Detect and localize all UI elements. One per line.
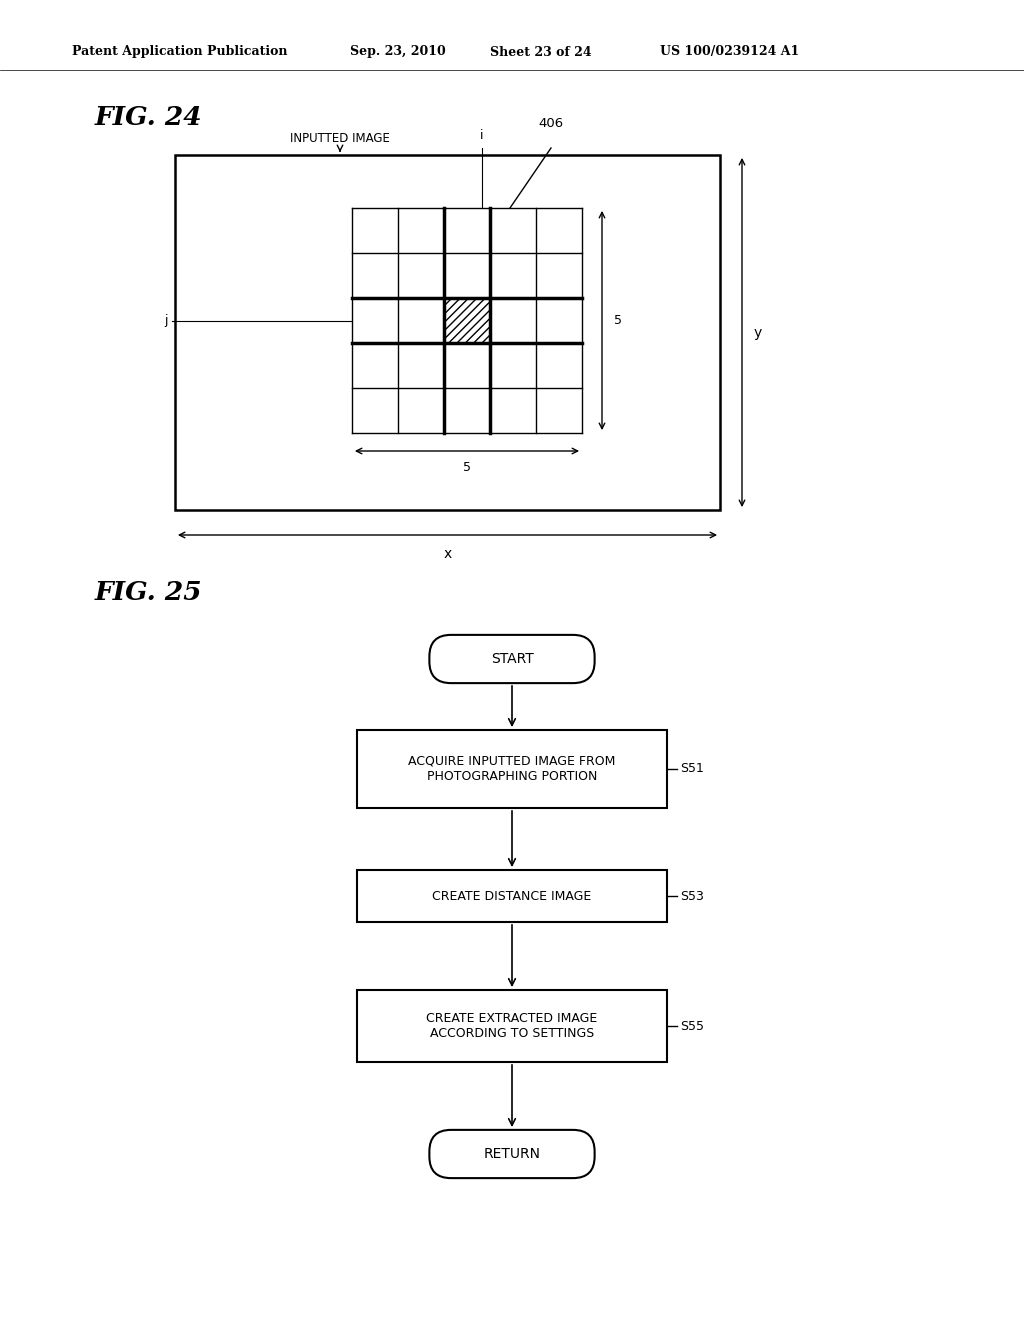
- FancyBboxPatch shape: [429, 1130, 595, 1179]
- Bar: [444, 298, 490, 343]
- Text: Sheet 23 of 24: Sheet 23 of 24: [490, 45, 592, 58]
- Bar: [357, 730, 667, 808]
- Text: S53: S53: [680, 890, 703, 903]
- Text: CREATE EXTRACTED IMAGE
ACCORDING TO SETTINGS: CREATE EXTRACTED IMAGE ACCORDING TO SETT…: [426, 1012, 598, 1040]
- Text: US 100/0239124 A1: US 100/0239124 A1: [660, 45, 800, 58]
- Text: 406: 406: [538, 117, 563, 129]
- Text: y: y: [754, 326, 762, 339]
- Text: CREATE DISTANCE IMAGE: CREATE DISTANCE IMAGE: [432, 890, 592, 903]
- Text: FIG. 24: FIG. 24: [95, 106, 203, 129]
- FancyBboxPatch shape: [429, 635, 595, 684]
- Text: x: x: [443, 546, 452, 561]
- Text: 5: 5: [463, 461, 471, 474]
- Text: S55: S55: [680, 1019, 705, 1032]
- Text: i: i: [480, 129, 483, 143]
- Bar: [357, 870, 667, 921]
- Text: j: j: [165, 314, 168, 327]
- Text: Sep. 23, 2010: Sep. 23, 2010: [350, 45, 445, 58]
- Bar: [175, 154, 720, 510]
- Text: RETURN: RETURN: [483, 1147, 541, 1162]
- Text: ACQUIRE INPUTTED IMAGE FROM
PHOTOGRAPHING PORTION: ACQUIRE INPUTTED IMAGE FROM PHOTOGRAPHIN…: [409, 755, 615, 783]
- Text: FIG. 25: FIG. 25: [95, 579, 203, 605]
- Text: START: START: [490, 652, 534, 667]
- Text: S51: S51: [680, 763, 703, 776]
- Text: 5: 5: [614, 314, 622, 327]
- Bar: [357, 990, 667, 1063]
- Text: Patent Application Publication: Patent Application Publication: [72, 45, 288, 58]
- Text: INPUTTED IMAGE: INPUTTED IMAGE: [290, 132, 390, 145]
